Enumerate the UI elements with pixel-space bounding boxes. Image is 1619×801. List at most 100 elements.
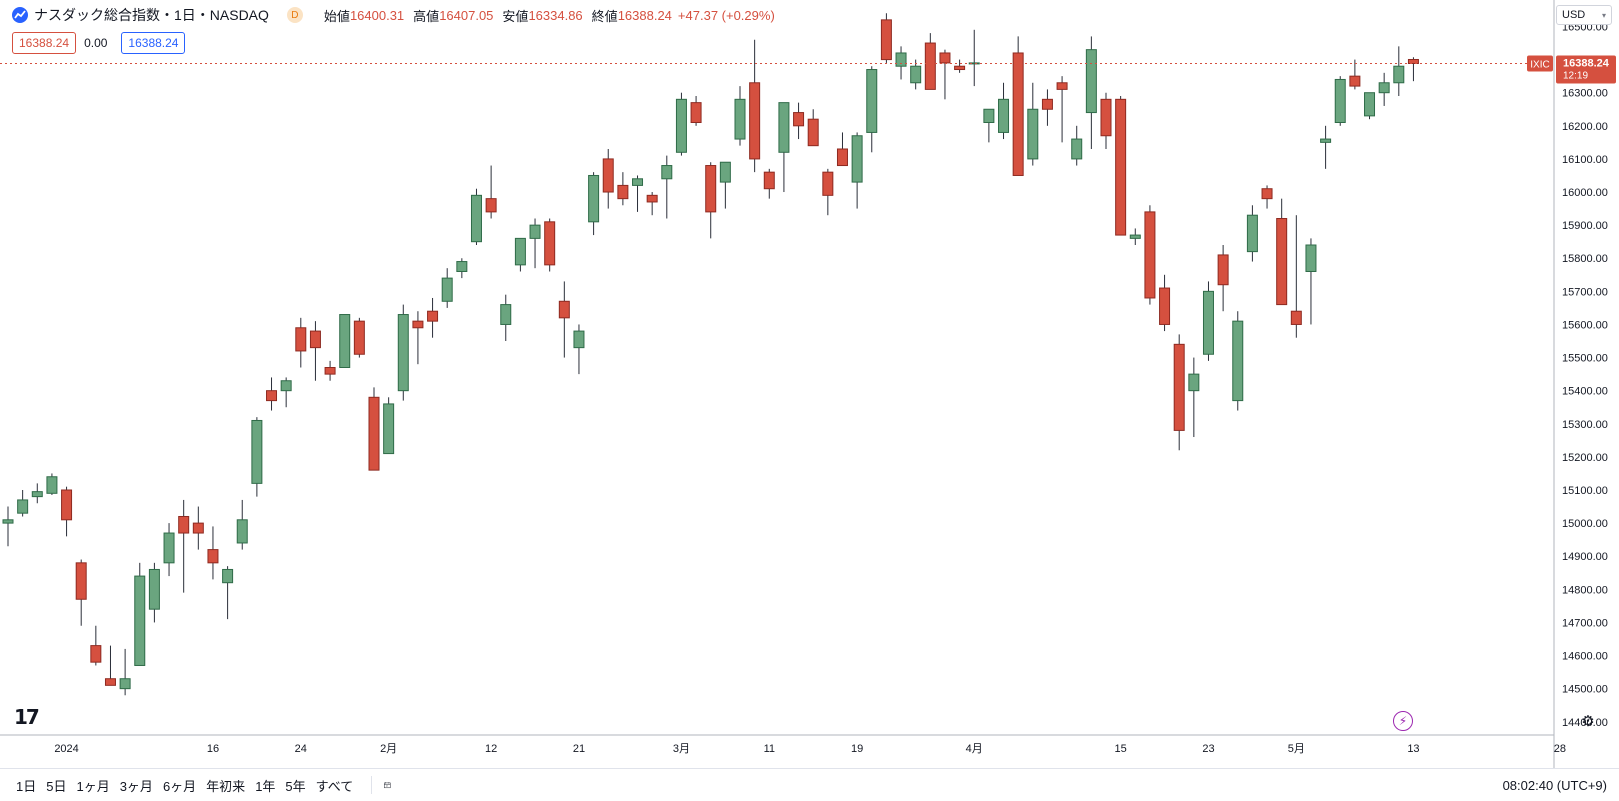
candle [983,108,995,143]
candle [1290,215,1302,338]
candle-body [1202,290,1214,355]
price-tag [1556,55,1616,84]
candle [822,168,834,216]
candle-body [544,221,556,266]
candle [90,625,102,666]
candle [807,109,819,147]
candle [236,499,248,550]
candle [222,566,234,620]
price-tag-text: 16388.24 [1563,57,1610,69]
candle-body [1100,98,1112,137]
candle [573,324,585,375]
candle [456,258,468,279]
candle-body [222,568,234,584]
price-axis[interactable]: 14400.00 14500.00 14600.00 14700.00 14800.00… [1562,21,1608,728]
time-tick-label: 19 [851,743,863,755]
candle [1012,36,1024,176]
candle [866,66,878,153]
candle-body [61,489,73,521]
currency-selector[interactable]: USD ▾ [1556,5,1612,25]
range-button[interactable]: 6ヶ月 [162,778,197,794]
candle-body [104,678,116,686]
candle-body [895,52,907,67]
low-value: 16334.86 [528,7,583,23]
candle [719,161,731,209]
candle-body [46,476,58,494]
candle [295,317,307,368]
candle-body [602,158,614,193]
candle [1246,205,1258,262]
candle [1305,238,1317,325]
candle [75,559,87,626]
candle-body [1364,92,1376,117]
range-button[interactable]: 年初来 [206,778,246,794]
sell-button[interactable]: 16388.24 [12,32,77,54]
time-tick-label: 15 [1115,743,1127,755]
candle-body [1173,343,1185,431]
price-tick-label: 16000.00 [1562,187,1608,199]
bolt-icon[interactable]: ⚡ [1393,711,1413,731]
candle [1349,59,1361,90]
price-tick-label: 15200.00 [1562,452,1608,464]
candle [924,33,936,90]
candle [427,297,439,338]
candle [309,321,321,381]
time-tick-label: 5月 [1288,743,1305,755]
calendar-goto-icon[interactable] [371,776,391,794]
time-axis[interactable]: 2024 16 24 2月 12 21 3月 11 19 4月 15 23 5月 13 28 [54,743,1566,755]
candle [939,49,951,100]
close-value: 16388.24 [617,7,672,23]
range-button[interactable]: 1日 [16,778,37,794]
candle-body [588,174,600,223]
candle-body [427,310,439,322]
candle [1217,245,1229,312]
candle [383,397,395,455]
candle [778,102,790,193]
range-button[interactable]: 5年 [285,778,306,794]
candle [1129,228,1141,245]
gear-icon[interactable]: ⚙ [1581,713,1595,730]
symbol-title[interactable]: ナスダック総合指数・1日・NASDAQ [34,7,269,23]
buy-button[interactable]: 16388.24 [121,32,186,54]
candle-body [90,645,102,663]
candle-body [1144,211,1156,299]
price-tick-label: 14700.00 [1562,617,1608,629]
price-tick-label: 14400.00 [1562,717,1608,729]
tradingview-logo[interactable]: 17 [14,705,40,729]
range-button[interactable]: 1年 [255,778,276,794]
candle [749,39,761,173]
candle-body [1393,65,1405,84]
candle-body [339,314,351,369]
price-tick-label: 15300.00 [1562,419,1608,431]
price-tick-label: 15700.00 [1562,286,1608,298]
data-status-badge: D [286,7,303,23]
range-button[interactable]: 3ヶ月 [119,778,153,794]
candle-body [514,237,526,266]
candle-body [1334,78,1346,123]
clock-timezone[interactable]: 08:02:40 (UTC+9) [1502,778,1607,793]
price-tick-label: 14800.00 [1562,584,1608,596]
footer-toolbar: 1日 5日 1ヶ月 3ヶ月 6ヶ月 年初来 1年 5年 すべて 08:02:40 (UTC+9) [0,768,1619,801]
candle [1085,36,1097,149]
candle-body [793,112,805,127]
trade-boxes: 16388.24 0.00 16388.24 [12,32,186,54]
range-button[interactable]: 5日 [46,778,67,794]
candle [954,59,966,73]
candle-body [1041,98,1053,110]
time-tick-label: 21 [573,743,585,755]
candle [1056,76,1068,143]
candle-body [661,165,673,180]
candle-body [178,515,190,534]
range-button[interactable]: すべて [315,778,354,794]
candlestick-chart[interactable]: 14400.00 14500.00 14600.00 14700.00 14800.00… [0,0,1619,768]
candle [514,237,526,272]
open-label: 始値 [323,8,350,24]
range-button[interactable]: 1ヶ月 [76,778,110,794]
candle-body [251,419,263,484]
candle [529,218,541,269]
time-tick-label: 13 [1407,743,1419,755]
candle-body [807,118,819,147]
candle-body [866,69,878,133]
time-tick-label: 28 [1554,743,1566,755]
candle [588,172,600,236]
